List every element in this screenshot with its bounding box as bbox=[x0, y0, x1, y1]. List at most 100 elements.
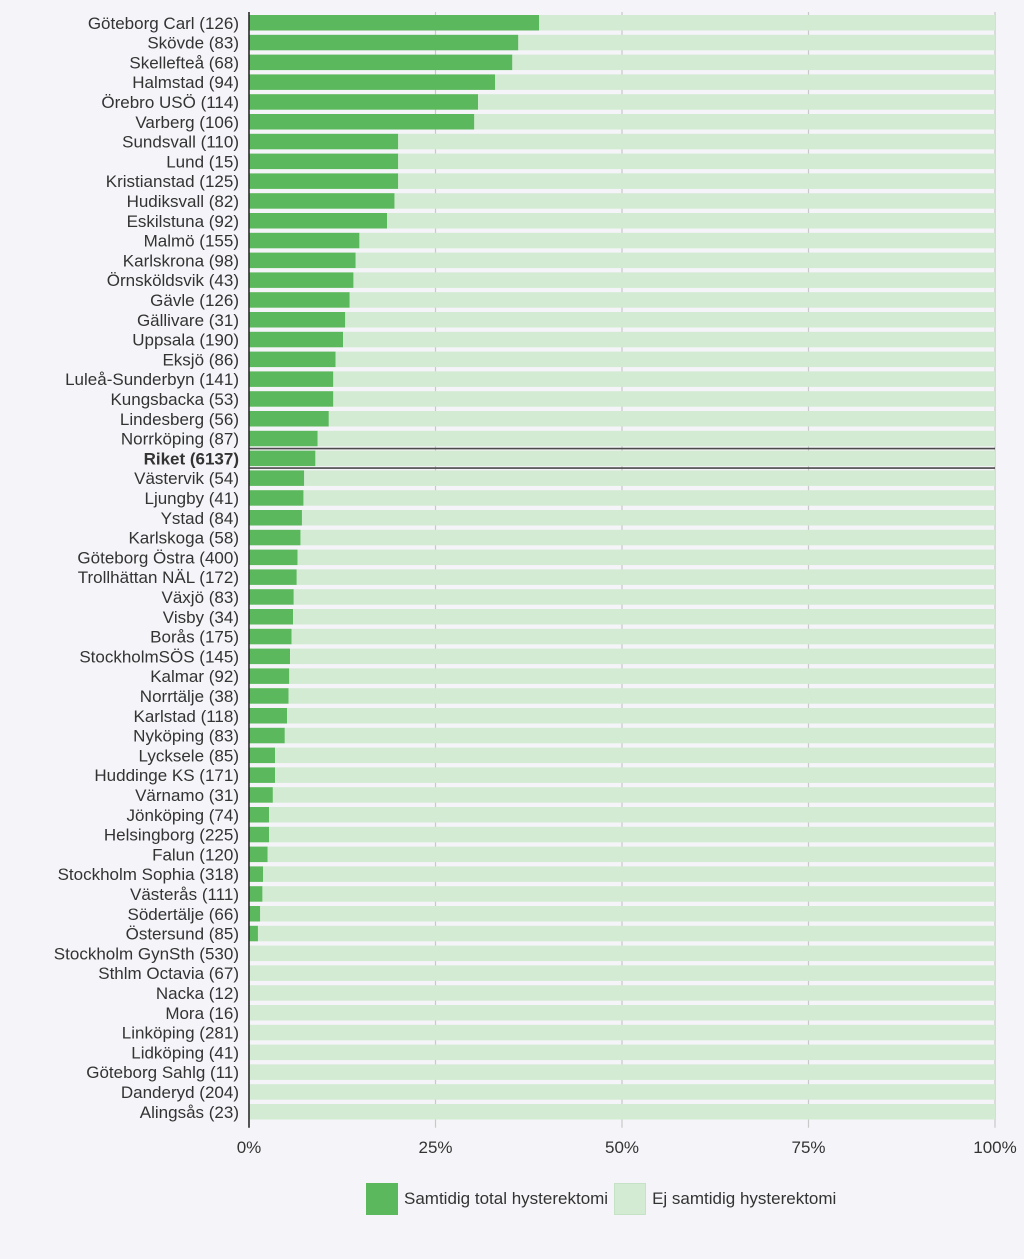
category-label: Norrköping (87) bbox=[121, 430, 239, 449]
bar-ej-samtidig bbox=[353, 272, 995, 288]
category-label: Riket (6137) bbox=[144, 449, 239, 468]
bar-ej-samtidig bbox=[333, 371, 996, 387]
category-label: Lindesberg (56) bbox=[120, 410, 239, 429]
category-label: Kristianstad (125) bbox=[106, 172, 239, 191]
bar-samtidig bbox=[249, 351, 336, 368]
category-label: Skövde (83) bbox=[147, 34, 239, 53]
bar-samtidig bbox=[249, 708, 288, 724]
bar-samtidig bbox=[249, 589, 294, 605]
bar-ej-samtidig bbox=[296, 569, 995, 585]
bar-ej-samtidig bbox=[539, 15, 995, 31]
bar-ej-samtidig bbox=[512, 54, 995, 71]
bar-ej-samtidig bbox=[260, 906, 995, 922]
bar-samtidig bbox=[249, 391, 334, 407]
bar-ej-samtidig bbox=[398, 153, 995, 170]
bar-chart: Göteborg Carl (126)Skövde (83)Skellefteå… bbox=[54, 12, 1017, 1157]
legend-label-ej-samtidig: Ej samtidig hysterektomi bbox=[652, 1189, 837, 1208]
category-label: Eksjö (86) bbox=[162, 350, 239, 369]
category-label: Södertälje (66) bbox=[127, 905, 239, 924]
bar-samtidig bbox=[249, 886, 263, 902]
bar-ej-samtidig bbox=[317, 430, 996, 447]
bar-ej-samtidig bbox=[291, 628, 996, 645]
bar-ej-samtidig bbox=[275, 747, 995, 764]
bar-samtidig bbox=[249, 94, 479, 110]
category-label: Sthlm Octavia (67) bbox=[98, 964, 239, 983]
category-label: Malmö (155) bbox=[144, 232, 239, 251]
category-label: Göteborg Carl (126) bbox=[88, 14, 239, 33]
bar-samtidig bbox=[249, 470, 305, 486]
x-tick-label: 25% bbox=[418, 1138, 452, 1157]
bar-ej-samtidig bbox=[387, 213, 995, 229]
category-label: Luleå-Sunderbyn (141) bbox=[65, 370, 239, 389]
bar-ej-samtidig bbox=[303, 490, 995, 506]
category-label: Borås (175) bbox=[150, 628, 239, 647]
x-tick-label: 0% bbox=[237, 1138, 262, 1157]
category-label: Mora (16) bbox=[165, 1004, 239, 1023]
bar-ej-samtidig bbox=[518, 34, 995, 51]
bar-ej-samtidig bbox=[249, 1044, 995, 1061]
bar-ej-samtidig bbox=[300, 529, 995, 546]
category-label: Nacka (12) bbox=[156, 984, 239, 1003]
category-label: Östersund (85) bbox=[126, 925, 239, 944]
bar-samtidig bbox=[249, 787, 273, 803]
bar-ej-samtidig bbox=[328, 411, 995, 427]
category-label: Jönköping (74) bbox=[127, 806, 239, 825]
bar-samtidig bbox=[249, 490, 304, 506]
category-label: Växjö (83) bbox=[162, 588, 239, 607]
bar-ej-samtidig bbox=[249, 1064, 995, 1080]
legend: Samtidig total hysterektomi Ej samtidig … bbox=[366, 1183, 842, 1215]
bar-ej-samtidig bbox=[249, 1024, 995, 1041]
category-label: Alingsås (23) bbox=[140, 1103, 239, 1122]
category-label: Nyköping (83) bbox=[133, 727, 239, 746]
bar-ej-samtidig bbox=[249, 1104, 995, 1120]
category-label: Lund (15) bbox=[166, 152, 239, 171]
bar-ej-samtidig bbox=[269, 826, 996, 843]
bar-ej-samtidig bbox=[342, 331, 996, 348]
category-label: Skellefteå (68) bbox=[129, 53, 239, 72]
category-label: Trollhättan NÄL (172) bbox=[78, 568, 239, 587]
category-label: Huddinge KS (171) bbox=[94, 766, 239, 785]
category-label: Gällivare (31) bbox=[137, 311, 239, 330]
bar-ej-samtidig bbox=[304, 470, 996, 486]
bar-ej-samtidig bbox=[257, 925, 995, 942]
category-label: Örnsköldsvik (43) bbox=[107, 271, 239, 290]
bar-ej-samtidig bbox=[269, 807, 996, 823]
bar-ej-samtidig bbox=[315, 450, 995, 467]
category-label: Danderyd (204) bbox=[121, 1083, 239, 1102]
bar-samtidig bbox=[249, 232, 360, 249]
bar-ej-samtidig bbox=[345, 312, 995, 328]
bar-ej-samtidig bbox=[297, 549, 995, 566]
bar-samtidig bbox=[249, 688, 289, 704]
bar-samtidig bbox=[249, 312, 346, 328]
bar-ej-samtidig bbox=[287, 708, 995, 724]
category-label: Göteborg Sahlg (11) bbox=[86, 1063, 239, 1082]
bar-ej-samtidig bbox=[293, 589, 995, 605]
bar-ej-samtidig bbox=[359, 232, 996, 249]
category-label: Kalmar (92) bbox=[150, 667, 239, 686]
bar-ej-samtidig bbox=[495, 74, 995, 90]
bar-samtidig bbox=[249, 668, 290, 684]
x-tick-label: 100% bbox=[973, 1138, 1016, 1157]
x-axis-ticks: 0% 25% 50% 75% 100% bbox=[237, 1138, 1017, 1157]
bar-samtidig bbox=[249, 173, 399, 189]
category-label: Göteborg Östra (400) bbox=[77, 548, 239, 567]
bar-samtidig bbox=[249, 34, 519, 51]
bar-ej-samtidig bbox=[333, 391, 996, 407]
bar-ej-samtidig bbox=[262, 886, 996, 902]
category-label: Stockholm Sophia (318) bbox=[58, 865, 239, 884]
category-label: Stockholm GynSth (530) bbox=[54, 944, 239, 963]
bar-samtidig bbox=[249, 747, 276, 764]
legend-item-ej-samtidig[interactable]: Ej samtidig hysterektomi bbox=[614, 1183, 836, 1215]
bar-ej-samtidig bbox=[293, 609, 995, 625]
bar-ej-samtidig bbox=[249, 1084, 995, 1100]
bar-ej-samtidig bbox=[249, 945, 995, 962]
bar-ej-samtidig bbox=[272, 787, 995, 803]
legend-item-samtidig[interactable]: Samtidig total hysterektomi bbox=[366, 1183, 608, 1215]
category-label: Visby (34) bbox=[163, 608, 239, 627]
category-label: Örebro USÖ (114) bbox=[101, 93, 239, 112]
category-label: Halmstad (94) bbox=[132, 73, 239, 92]
bar-ej-samtidig bbox=[301, 510, 995, 526]
bar-samtidig bbox=[249, 609, 294, 625]
bar-ej-samtidig bbox=[355, 252, 996, 269]
bar-samtidig bbox=[249, 153, 399, 170]
